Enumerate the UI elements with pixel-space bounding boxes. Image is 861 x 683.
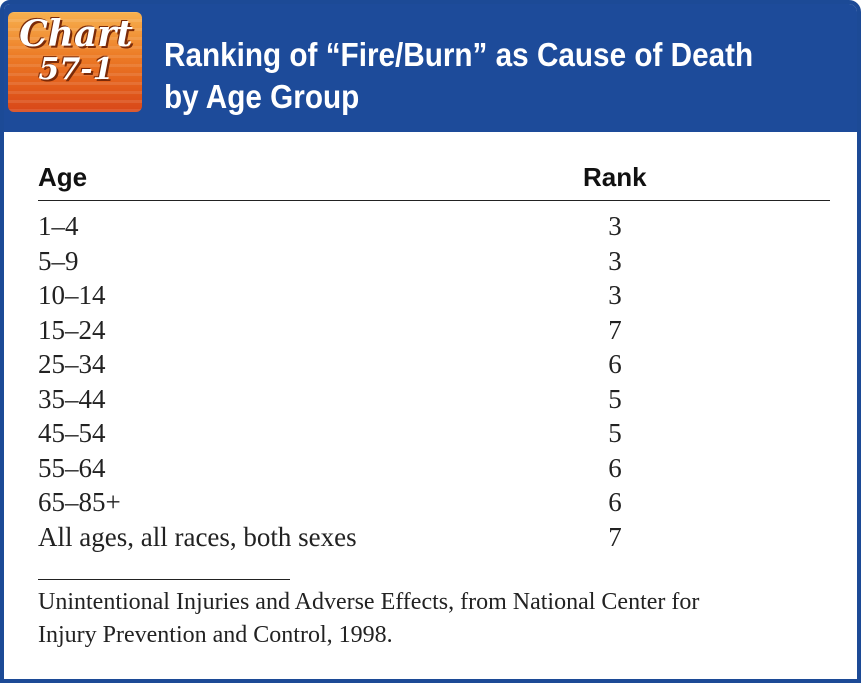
table-row: 35–44 5 xyxy=(38,384,830,419)
age-cell: 45–54 xyxy=(38,418,106,448)
table-row: 65–85+ 6 xyxy=(38,487,830,522)
table-row: 15–24 7 xyxy=(38,315,830,350)
table-row: 45–54 5 xyxy=(38,418,830,453)
rank-cell: 6 xyxy=(608,452,622,483)
rank-cell: 3 xyxy=(608,211,622,241)
rank-cell: 5 xyxy=(608,383,622,414)
rank-cell: 3 xyxy=(608,280,622,310)
age-cell: 65–85+ xyxy=(38,487,121,517)
chart-title: Ranking of “Fire/Burn” as Cause of Death… xyxy=(164,34,776,118)
source-line-2: Injury Prevention and Control, 1998. xyxy=(38,622,393,648)
source-line-1: Unintentional Injuries and Adverse Effec… xyxy=(38,589,700,615)
table-body: 1–4 3 5–9 3 10–14 3 15–24 7 25–34 6 35–4… xyxy=(38,211,830,556)
chart-header: Chart 57-1 Ranking of “Fire/Burn” as Cau… xyxy=(4,4,857,132)
rank-cell: 3 xyxy=(608,245,622,276)
rank-cell: 7 xyxy=(608,521,622,552)
age-cell: All ages, all races, both sexes xyxy=(38,521,357,552)
badge-number: 57-1 xyxy=(38,52,114,87)
rank-cell: 7 xyxy=(608,314,622,345)
table-row: 1–4 3 xyxy=(38,211,830,246)
table-header: Age Rank xyxy=(38,154,830,201)
badge-text: Chart 57-1 xyxy=(18,16,134,88)
rank-cell: 6 xyxy=(608,487,622,517)
source-note: Unintentional Injuries and Adverse Effec… xyxy=(38,586,818,652)
age-cell: 10–14 xyxy=(38,280,106,310)
chart-badge: Chart 57-1 xyxy=(8,12,142,112)
rank-cell: 5 xyxy=(608,418,622,448)
column-header-age: Age xyxy=(38,162,88,192)
age-cell: 25–34 xyxy=(38,349,106,379)
age-cell: 15–24 xyxy=(38,314,106,345)
title-line-2: by Age Group xyxy=(164,78,360,115)
title-line-1: Ranking of “Fire/Burn” as Cause of Death xyxy=(164,36,754,73)
ranking-table: Age Rank 1–4 3 5–9 3 10–14 3 15–24 7 25–… xyxy=(38,154,830,556)
footnote-divider xyxy=(38,579,290,580)
table-row: All ages, all races, both sexes 7 xyxy=(38,522,830,557)
badge-word: Chart xyxy=(19,13,133,55)
table-row: 25–34 6 xyxy=(38,349,830,384)
table-row: 55–64 6 xyxy=(38,453,830,488)
age-cell: 55–64 xyxy=(38,452,106,483)
rank-cell: 6 xyxy=(608,349,622,379)
age-cell: 1–4 xyxy=(38,211,79,241)
age-cell: 35–44 xyxy=(38,383,106,414)
table-row: 5–9 3 xyxy=(38,246,830,281)
table-row: 10–14 3 xyxy=(38,280,830,315)
column-header-rank: Rank xyxy=(583,162,647,192)
age-cell: 5–9 xyxy=(38,245,79,276)
